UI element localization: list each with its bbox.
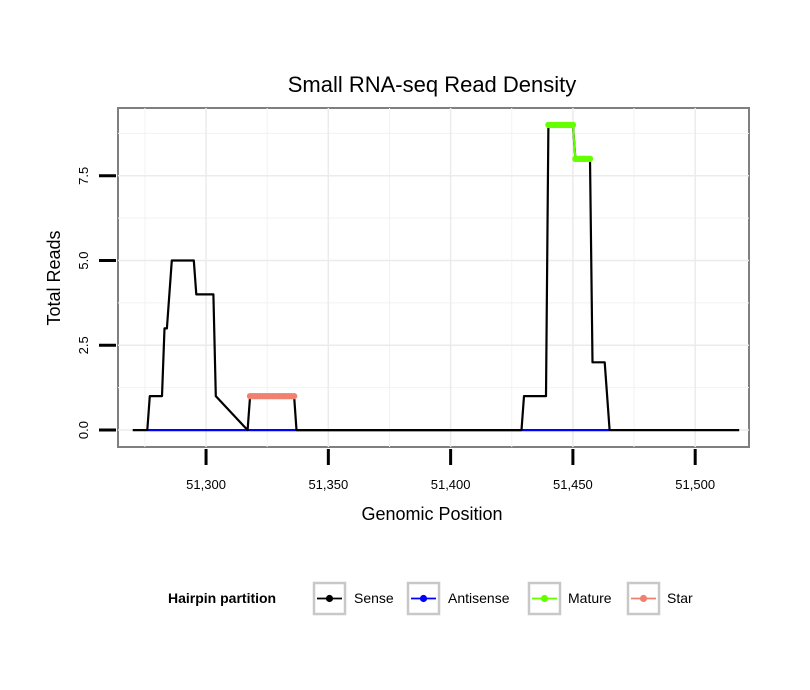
- legend-title: Hairpin partition: [168, 590, 276, 606]
- point-mature: [569, 121, 577, 129]
- legend-label-sense: Sense: [354, 590, 394, 606]
- x-tick-label: 51,350: [308, 477, 348, 492]
- x-tick-label: 51,450: [553, 477, 593, 492]
- legend-label-mature: Mature: [568, 590, 612, 606]
- x-tick-label: 51,500: [675, 477, 715, 492]
- x-axis: 51,300 51,350 51,400 51,450 51,500: [186, 449, 715, 492]
- legend-key-point: [419, 594, 428, 603]
- x-tick-label: 51,400: [431, 477, 471, 492]
- legend-label-antisense: Antisense: [448, 590, 510, 606]
- point-star: [290, 392, 298, 400]
- series-layer: [132, 121, 740, 432]
- y-tick-label: 2.5: [76, 336, 91, 354]
- y-axis-title: Total Reads: [44, 230, 64, 325]
- y-tick-label: 0.0: [76, 421, 91, 439]
- x-axis-title: Genomic Position: [361, 504, 502, 524]
- x-tick-label: 51,300: [186, 477, 226, 492]
- chart-title: Small RNA-seq Read Density: [288, 72, 577, 97]
- legend: Hairpin partition Sense Antisense Mature St…: [168, 581, 693, 616]
- legend-label-star: Star: [667, 590, 693, 606]
- legend-key-point: [639, 594, 648, 603]
- point-mature: [586, 155, 594, 163]
- grid: [118, 108, 749, 447]
- y-tick-label: 5.0: [76, 252, 91, 270]
- legend-key-point: [540, 594, 549, 603]
- legend-key-point: [325, 594, 334, 603]
- y-axis: 0.0 2.5 5.0 7.5: [76, 167, 116, 439]
- y-tick-label: 7.5: [76, 167, 91, 185]
- plot-panel: [117, 107, 750, 448]
